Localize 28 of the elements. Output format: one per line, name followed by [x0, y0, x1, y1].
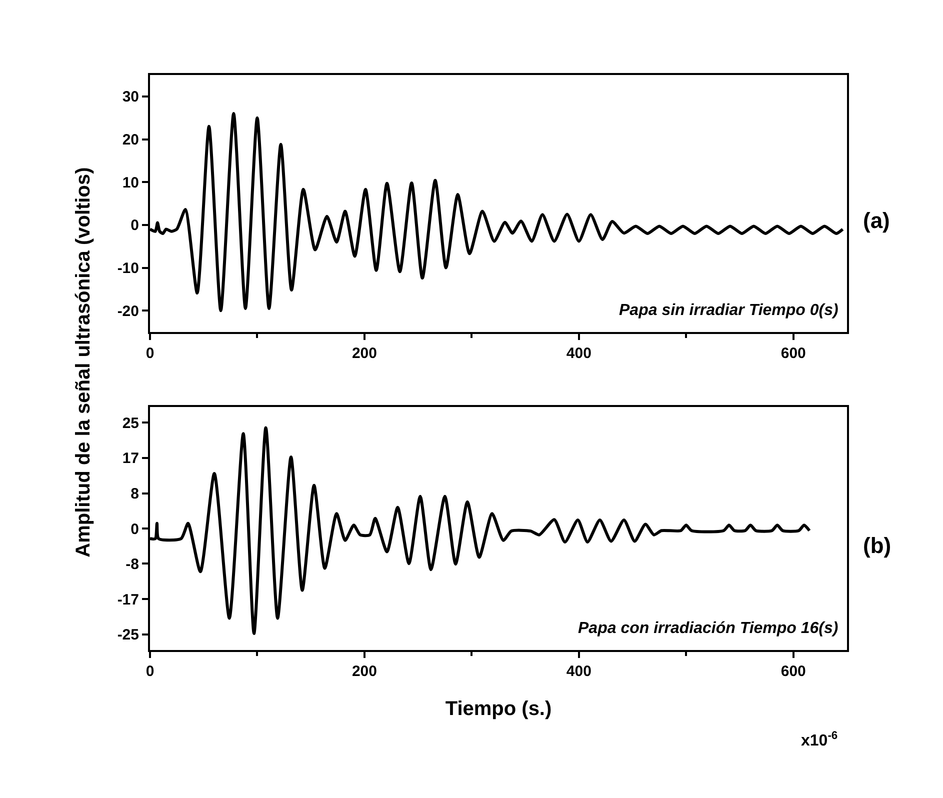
annotation: Papa sin irradiar Tiempo 0(s)	[619, 302, 838, 319]
y-tick-label: 30	[122, 88, 139, 106]
x-tick-label: 0	[146, 345, 154, 362]
y-tick-label: -20	[117, 302, 139, 320]
y-tick-label: 8	[130, 486, 139, 503]
y-tick-label: -17	[117, 591, 139, 608]
x-tick-label: 600	[780, 345, 806, 362]
y-tick-label: -8	[126, 556, 139, 573]
annotation: Papa con irradiación Tiempo 16(s)	[578, 620, 838, 637]
y-tick-label: 25	[122, 414, 139, 432]
x-tick-label: 200	[352, 345, 377, 362]
x-axis-title: Tiempo (s.)	[445, 698, 552, 720]
x-tick-label: 600	[780, 663, 806, 680]
y-tick-label: 20	[122, 132, 139, 149]
y-tick-label: 0	[130, 520, 139, 538]
y-tick-label: 17	[122, 450, 139, 468]
text: (b)	[863, 533, 892, 558]
x-tick-label: 200	[352, 663, 377, 680]
y-tick-label: 10	[122, 174, 139, 192]
y-tick-label: -25	[117, 626, 139, 644]
text: (a)	[863, 208, 890, 233]
text: x10$^{-6}$	[801, 730, 838, 750]
x-tick-label: 400	[566, 663, 592, 680]
y-tick-label: 0	[130, 217, 139, 234]
y-tick-label: -10	[117, 260, 139, 278]
y-axis-title: Amplitud de la señal ultrasónica (voltios)	[72, 167, 94, 558]
x-tick-label: 0	[146, 663, 154, 680]
x-tick-label: 400	[566, 345, 592, 362]
